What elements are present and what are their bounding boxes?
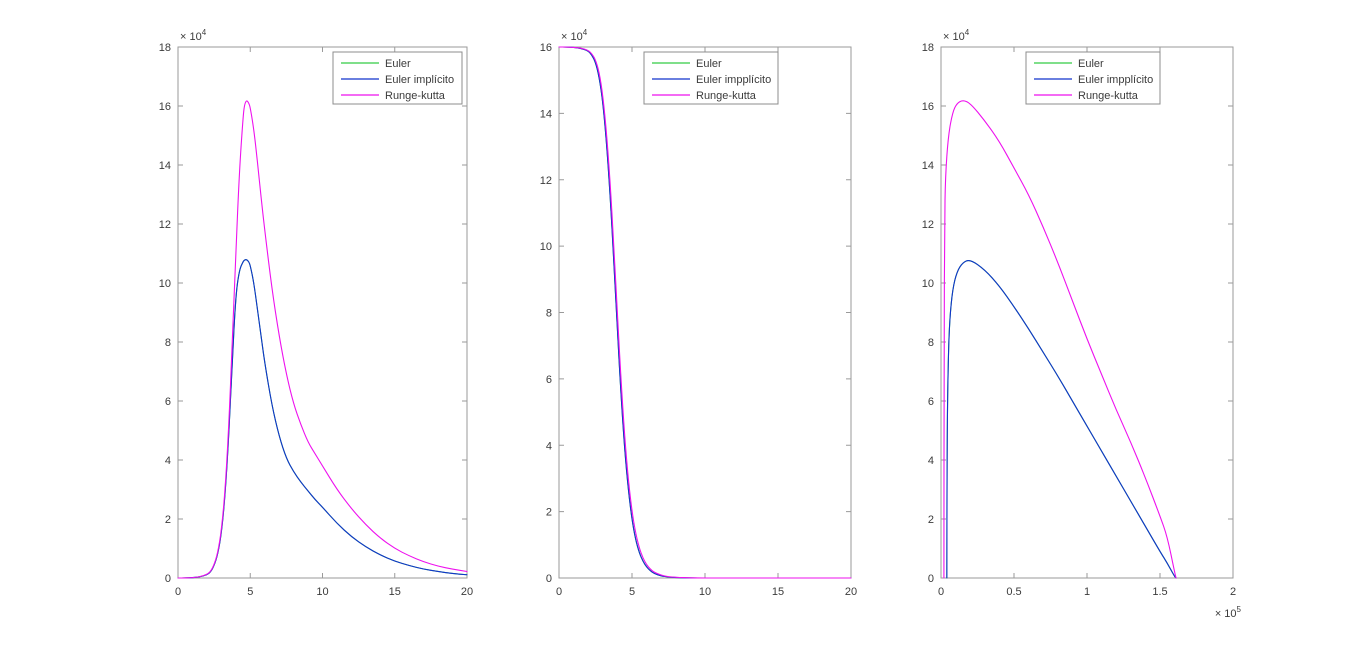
legend-item-runge-kutta[interactable]: Runge-kutta [341, 90, 446, 102]
y-tick-label: 4 [546, 440, 552, 452]
legend-label: Runge-kutta [696, 90, 757, 102]
curve-runge-kutta [558, 46, 852, 579]
x-tick-label: 5 [629, 586, 635, 598]
y-tick-label: 0 [165, 573, 171, 585]
y-axis-exponent-label: × 104 [561, 28, 588, 43]
x-tick-label: 15 [389, 586, 401, 598]
legend-label: Euler implícito [385, 74, 454, 86]
x-tick-label: 1.5 [1152, 586, 1167, 598]
x-axis-exponent-label: × 105 [1215, 605, 1242, 620]
legend-item-euler-implicito[interactable]: Euler implícito [341, 74, 454, 86]
legend-item-euler[interactable]: Euler [1034, 58, 1104, 70]
x-tick-label: 5 [247, 586, 253, 598]
y-tick-label: 2 [165, 514, 171, 526]
legend-item-runge-kutta[interactable]: Runge-kutta [1034, 90, 1139, 102]
y-tick-label: 10 [922, 278, 934, 290]
x-tick-label: 1 [1084, 586, 1090, 598]
y-axis-exponent-label: × 104 [943, 28, 970, 43]
y-tick-label: 4 [928, 455, 934, 467]
y-tick-label: 12 [159, 219, 171, 231]
x-tick-label: 10 [699, 586, 711, 598]
y-tick-label: 10 [159, 278, 171, 290]
x-tick-label: 20 [461, 586, 473, 598]
y-tick-label: 12 [922, 219, 934, 231]
subplot-2: 0 5 10 15 20 0 2 4 6 8 10 12 14 16 × 104 Euler Euler imp… [540, 28, 857, 598]
y-tick-label: 12 [540, 175, 552, 187]
curve-euler-impplicito [946, 260, 1177, 579]
x-tick-label: 15 [772, 586, 784, 598]
legend-label: Euler [1078, 58, 1104, 70]
y-axis-exponent-label: × 104 [180, 28, 207, 43]
curve-euler-impplicito [558, 46, 852, 579]
legend-item-euler-impplicito[interactable]: Euler impplícito [1034, 74, 1153, 86]
y-tick-label: 2 [928, 514, 934, 526]
x-tick-label: 0.5 [1006, 586, 1021, 598]
legend-label: Runge-kutta [385, 90, 446, 102]
y-tick-label: 16 [159, 101, 171, 113]
x-tick-label: 20 [845, 586, 857, 598]
y-tick-label: 0 [928, 573, 934, 585]
legend-item-euler[interactable]: Euler [341, 58, 411, 70]
y-tick-label: 16 [922, 101, 934, 113]
curve-euler [946, 260, 1177, 579]
curve-runge-kutta [943, 100, 1177, 579]
y-tick-label: 4 [165, 455, 171, 467]
axes-box [177, 46, 468, 579]
y-tick-label: 18 [159, 42, 171, 54]
y-tick-label: 6 [165, 396, 171, 408]
subplot-1: 0 5 10 15 20 0 2 4 6 8 10 12 14 16 18 × 104 Euler Euler i… [159, 28, 473, 598]
x-tick-label: 0 [938, 586, 944, 598]
legend-item-euler[interactable]: Euler [652, 58, 722, 70]
y-tick-label: 14 [922, 160, 934, 172]
axes-box [558, 46, 852, 579]
x-tick-label: 10 [316, 586, 328, 598]
y-tick-label: 18 [922, 42, 934, 54]
legend-label: Runge-kutta [1078, 90, 1139, 102]
legend[interactable]: Euler Euler implícito Runge-kutta [332, 51, 463, 105]
legend[interactable]: Euler Euler impplícito Runge-kutta [1025, 51, 1161, 105]
y-tick-label: 16 [540, 42, 552, 54]
legend[interactable]: Euler Euler impplícito Runge-kutta [643, 51, 779, 105]
legend-item-runge-kutta[interactable]: Runge-kutta [652, 90, 757, 102]
y-tick-label: 0 [546, 573, 552, 585]
legend-label: Euler [385, 58, 411, 70]
x-tick-label: 2 [1230, 586, 1236, 598]
legend-label: Euler impplícito [696, 74, 771, 86]
curve-runge-kutta [177, 100, 468, 579]
legend-label: Euler [696, 58, 722, 70]
curve-euler [558, 46, 852, 579]
y-tick-label: 6 [546, 374, 552, 386]
legend-label: Euler impplícito [1078, 74, 1153, 86]
y-tick-label: 14 [540, 108, 552, 120]
legend-item-euler-impplicito[interactable]: Euler impplícito [652, 74, 771, 86]
y-tick-label: 2 [546, 507, 552, 519]
axes-box [940, 46, 1234, 579]
y-tick-label: 10 [540, 241, 552, 253]
y-tick-label: 8 [546, 308, 552, 320]
y-tick-label: 14 [159, 160, 171, 172]
y-tick-label: 6 [928, 396, 934, 408]
y-tick-label: 8 [165, 337, 171, 349]
x-tick-label: 0 [175, 586, 181, 598]
y-tick-label: 8 [928, 337, 934, 349]
x-tick-label: 0 [556, 586, 562, 598]
